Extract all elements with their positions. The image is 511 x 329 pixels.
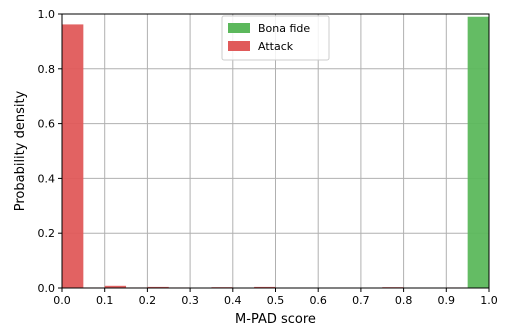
bar-bona-fide (467, 16, 489, 289)
legend-swatch-attack (228, 41, 250, 51)
legend-label-attack: Attack (258, 40, 294, 53)
x-tick-label: 0.5 (267, 294, 285, 307)
legend-swatch-bona-fide (228, 23, 250, 33)
y-tick-label: 0.4 (38, 172, 56, 185)
x-tick-label: 0.4 (224, 294, 242, 307)
y-axis-label: Probability density (13, 90, 28, 211)
bar-attack (62, 24, 84, 289)
bar-attack (104, 285, 127, 288)
x-tick-label: 0.2 (139, 294, 157, 307)
x-axis-label: M-PAD score (235, 312, 316, 327)
y-tick-label: 0.0 (38, 282, 56, 295)
x-tick-label: 1.0 (480, 294, 498, 307)
bar-attack (147, 286, 169, 288)
y-tick-label: 0.8 (38, 63, 56, 76)
x-tick-label: 0.8 (395, 294, 413, 307)
bar-attack (254, 286, 276, 288)
y-tick-label: 1.0 (38, 8, 56, 21)
x-tick-label: 0.3 (181, 294, 199, 307)
axis-ticks: 0.0 0.1 0.2 0.3 0.4 0.5 0.6 0.7 0.8 0.9 1.0 0.0 0.2 0… (38, 8, 498, 307)
legend: Bona fide Attack (221, 15, 330, 61)
x-tick-label: 0.9 (438, 294, 456, 307)
legend-label-bona-fide: Bona fide (258, 22, 310, 35)
y-tick-label: 0.2 (38, 227, 56, 240)
x-tick-label: 0.7 (352, 294, 370, 307)
x-tick-label: 0.1 (96, 294, 114, 307)
x-tick-label: 0.6 (309, 294, 327, 307)
x-tick-label: 0.0 (53, 294, 71, 307)
y-tick-label: 0.6 (38, 118, 56, 131)
